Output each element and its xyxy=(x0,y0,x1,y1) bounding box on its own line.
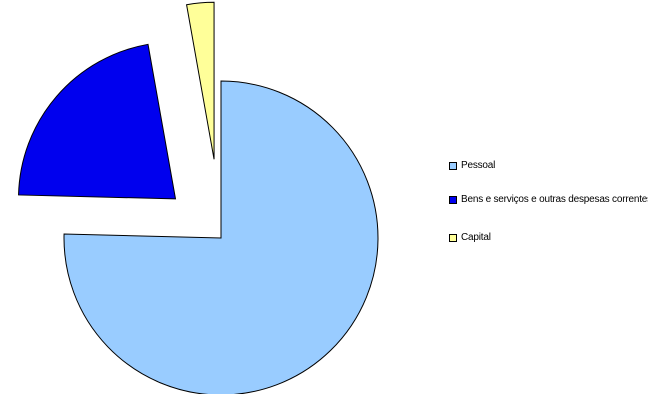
legend-item-capital: Capital xyxy=(449,232,648,244)
legend-label-pessoal: Pessoal xyxy=(461,160,496,171)
legend-label-capital: Capital xyxy=(461,232,491,243)
legend-swatch-bens-servicos xyxy=(449,196,457,204)
legend-swatch-pessoal xyxy=(449,162,457,170)
legend-item-pessoal: Pessoal xyxy=(449,160,648,172)
legend-label-bens-servicos: Bens e serviços e outras despesas corren… xyxy=(461,194,648,205)
pie-slice-bens-servicos xyxy=(18,43,177,200)
pie-slice-pessoal xyxy=(63,80,379,394)
legend-item-bens-servicos: Bens e serviços e outras despesas corren… xyxy=(449,194,648,206)
legend-swatch-capital xyxy=(449,234,457,242)
pie-slice-capital xyxy=(186,1,215,160)
